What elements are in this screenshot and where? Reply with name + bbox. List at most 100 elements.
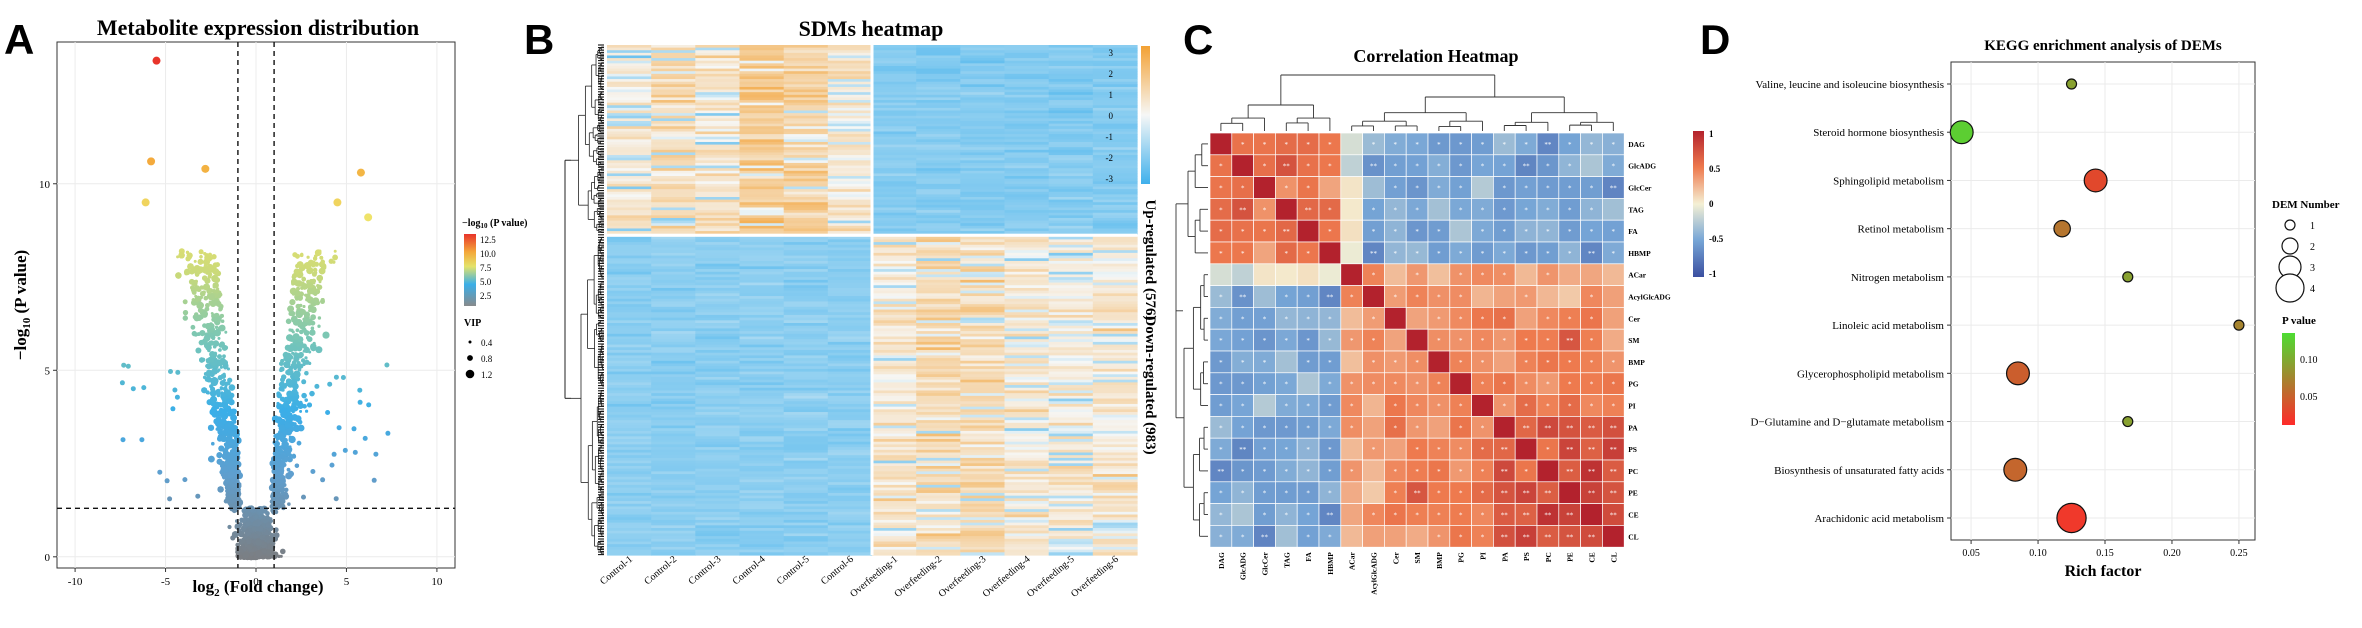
heatmap-b-cell	[916, 293, 961, 297]
heatmap-b-cell	[916, 131, 961, 135]
heatmap-b-cell	[695, 168, 741, 172]
heatmap-b-cell	[651, 239, 696, 243]
volcano-point	[313, 256, 318, 261]
heatmap-b-cell	[695, 260, 741, 265]
heatmap-b-cell	[651, 73, 696, 78]
heatmap-b-cell	[1092, 65, 1138, 70]
heatmap-b-cell	[916, 333, 961, 338]
heatmap-b-cell	[827, 81, 873, 85]
volcano-point	[281, 397, 287, 403]
volcano-point	[333, 496, 339, 502]
heatmap-b-cell	[607, 102, 652, 106]
heatmap-b-cell	[695, 239, 741, 243]
heatmap-b-cell	[783, 197, 829, 201]
heatmap-b-cell	[1004, 186, 1050, 190]
heatmap-b-cell	[695, 371, 741, 375]
heatmap-b-cell	[783, 178, 829, 182]
heatmap-b-cell	[739, 266, 785, 270]
volcano-point	[313, 291, 318, 296]
heatmap-b-cell	[651, 183, 696, 188]
volcano-point	[297, 424, 305, 432]
heatmap-b-cell	[607, 50, 652, 54]
heatmap-b-cell	[1092, 374, 1138, 378]
heatmap-b-cell	[739, 368, 785, 373]
heatmap-b-cell	[783, 285, 829, 289]
volcano-point	[300, 309, 306, 315]
heatmap-b-cell	[916, 306, 961, 311]
volcano-point	[194, 317, 198, 321]
heatmap-b-cell	[916, 202, 961, 206]
heatmap-b-cell	[607, 141, 652, 146]
heatmap-b-cell	[1048, 126, 1094, 130]
heatmap-b-cell	[739, 328, 785, 332]
heatmap-b-cell	[916, 277, 961, 281]
heatmap-b-cell	[695, 269, 741, 273]
heatmap-b-cell	[1092, 126, 1138, 130]
heatmap-b-cell	[1004, 65, 1050, 70]
heatmap-b-cell	[1048, 105, 1094, 109]
heatmap-b-cell	[1048, 244, 1094, 249]
heatmap-b-cell	[739, 79, 785, 83]
heatmap-b-cell	[739, 323, 785, 327]
heatmap-b-cell	[916, 260, 961, 265]
heatmap-b-cell	[916, 285, 961, 289]
volcano-point	[267, 544, 274, 551]
heatmap-b-cell	[1092, 274, 1138, 278]
volcano-point	[196, 332, 201, 336]
heatmap-b-cell	[651, 186, 696, 190]
volcano-point	[306, 282, 314, 290]
heatmap-b-cell	[695, 110, 741, 114]
heatmap-b-cell	[1004, 173, 1050, 177]
heatmap-b-cell	[695, 65, 741, 70]
heatmap-b-cell	[783, 325, 829, 330]
heatmap-b-cell	[783, 155, 829, 159]
heatmap-b-cell	[607, 92, 652, 96]
heatmap-b-cell	[960, 155, 1006, 159]
heatmap-b-cell	[607, 282, 652, 286]
heatmap-b-cell	[960, 374, 1006, 378]
heatmap-b-cell	[607, 255, 652, 259]
heatmap-b-cell	[651, 204, 696, 209]
heatmap-b-cell	[827, 269, 873, 273]
heatmap-b-cell	[916, 58, 961, 62]
heatmap-b-cell	[651, 333, 696, 338]
heatmap-b-cell	[872, 71, 917, 75]
heatmap-b-cell	[827, 212, 873, 216]
heatmap-b-cell	[1004, 152, 1050, 156]
heatmap-b-cell	[1092, 228, 1138, 232]
heatmap-b-cell	[916, 217, 961, 222]
volcano-point	[331, 451, 337, 457]
heatmap-b-cell	[651, 252, 696, 257]
heatmap-b-cell	[783, 231, 829, 235]
heatmap-b-cell	[916, 225, 961, 230]
heatmap-b-cell	[916, 47, 961, 51]
heatmap-b-cell	[739, 202, 785, 206]
heatmap-b-cell	[1048, 223, 1094, 227]
volcano-point	[351, 426, 357, 432]
heatmap-b-cell	[827, 134, 873, 138]
volcano-point	[220, 465, 228, 474]
volcano-size-legend-title: VIP	[464, 318, 481, 329]
heatmap-b-cell	[1092, 178, 1138, 182]
heatmap-b-cell	[872, 231, 917, 235]
volcano-point	[299, 329, 304, 335]
heatmap-b-cell	[916, 325, 961, 330]
heatmap-b-cell	[1048, 199, 1094, 203]
heatmap-b-cell	[1092, 84, 1138, 88]
volcano-point	[316, 284, 320, 288]
heatmap-b-cell	[651, 202, 696, 206]
heatmap-b-cell	[960, 60, 1006, 64]
heatmap-b-cell	[827, 160, 873, 164]
heatmap-b-cell	[827, 314, 873, 319]
heatmap-b-cell	[739, 371, 785, 375]
volcano-point	[273, 433, 278, 439]
volcano-point	[120, 437, 126, 443]
heatmap-b-title: SDMs heatmap	[799, 16, 944, 41]
heatmap-b-cell	[1092, 100, 1138, 104]
heatmap-b-cell	[916, 181, 961, 185]
heatmap-b-cell	[916, 320, 961, 324]
heatmap-b-cell	[695, 212, 741, 216]
heatmap-b-cell	[872, 258, 917, 262]
heatmap-b-cell	[695, 293, 741, 297]
heatmap-b-cell	[607, 225, 652, 230]
